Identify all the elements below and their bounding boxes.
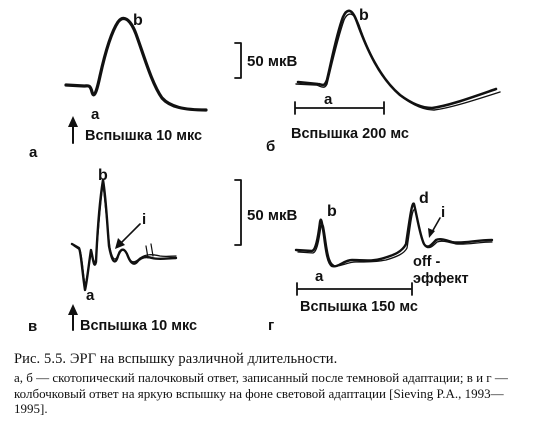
panel-g-wave-label: i (441, 204, 445, 221)
panel-v-trough-label: a (86, 287, 95, 304)
figure-caption-title: Рис. 5.5. ЭРГ на вспышку различной длите… (14, 351, 338, 367)
panel-g-trough-label: a (315, 268, 324, 285)
panel-b-peak-label: b (359, 7, 369, 24)
pointer-i-v (119, 223, 141, 245)
panel-v-letter: в (28, 318, 37, 335)
panel-v-peak-label: b (98, 167, 108, 184)
panel-g-off-peak-label: d (419, 190, 429, 207)
panel-g-letter: г (268, 317, 274, 334)
trace-panel-v (70, 178, 178, 292)
panel-g-peak-label: b (327, 203, 337, 220)
scale-bar-bottom (234, 179, 242, 246)
figure-caption-body: а, б — скотопический палочковый ответ, з… (14, 370, 508, 416)
panel-a-letter: а (29, 144, 38, 161)
stimulus-bar-g (296, 282, 413, 296)
stimulus-bar-b (294, 101, 385, 115)
panel-a-stimulus-label: Вспышка 10 мкс (85, 128, 202, 144)
trace-panel-a (64, 16, 208, 112)
pointer-i-g (431, 217, 441, 233)
panel-b-letter: б (266, 138, 275, 155)
panel-a-trough-label: a (91, 106, 100, 123)
panel-a-peak-label: b (133, 12, 143, 29)
panel-g-off-label-2: эффект (413, 271, 469, 287)
arrowhead-i-v (115, 238, 125, 249)
panel-b-stimulus-label: Вспышка 200 мс (291, 126, 409, 142)
arrowhead-a (68, 116, 78, 127)
arrowhead-v (68, 304, 78, 315)
panel-g-off-label-1: off - (413, 254, 441, 270)
trace-panel-b (295, 9, 501, 111)
panel-g-stimulus-label: Вспышка 150 мс (300, 299, 418, 315)
panel-v-wave-label: i (142, 211, 146, 228)
arrowhead-i-g (428, 228, 435, 238)
panel-b-trough-label: a (324, 91, 333, 108)
panel-v-stimulus-label: Вспышка 10 мкс (80, 318, 197, 334)
scale-label-bottom: 50 мкВ (247, 207, 297, 224)
trace-panel-g (294, 202, 494, 268)
scale-label-top: 50 мкВ (247, 53, 297, 70)
scale-bar-top (234, 42, 242, 79)
